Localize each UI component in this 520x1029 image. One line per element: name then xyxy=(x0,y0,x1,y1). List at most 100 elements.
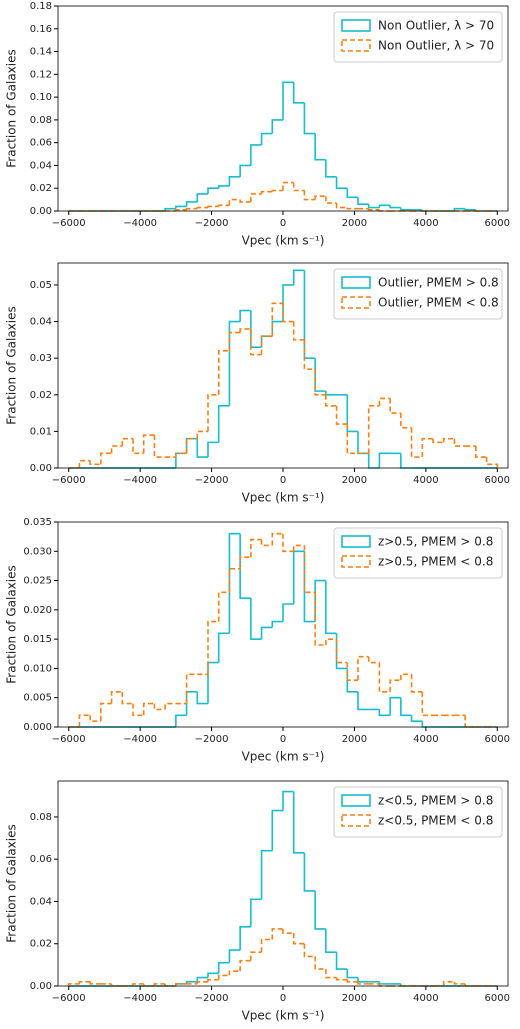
histogram-bin xyxy=(78,714,91,727)
histogram-bin xyxy=(217,591,230,622)
histogram-bin xyxy=(185,691,198,716)
histogram-bin xyxy=(207,978,219,982)
y-tick-label: 0.04 xyxy=(30,317,52,328)
histogram-bin xyxy=(325,391,337,396)
x-tick-label: 2000 xyxy=(342,993,367,1004)
histogram-bin xyxy=(357,197,369,205)
histogram-bin xyxy=(239,328,251,333)
histogram-bin xyxy=(389,696,401,716)
histogram-bin xyxy=(400,697,412,717)
histogram-bin xyxy=(260,132,273,145)
histogram-bin xyxy=(217,204,230,207)
histogram-bin xyxy=(217,974,230,980)
y-tick-label: 0.015 xyxy=(23,634,52,645)
histogram-bin xyxy=(228,176,241,186)
histogram-bin xyxy=(175,452,187,458)
histogram-bin xyxy=(378,204,391,208)
histogram-bin xyxy=(378,397,391,406)
histogram-bin xyxy=(292,269,305,285)
y-axis-label: Fraction of Galaxies xyxy=(5,49,19,168)
histogram-bin xyxy=(282,81,294,120)
histogram-bin xyxy=(314,956,326,970)
histogram-bin xyxy=(196,980,208,984)
y-tick-label: 0.00 xyxy=(30,206,52,217)
histogram-bin xyxy=(453,438,466,447)
histogram-bin xyxy=(217,632,230,663)
histogram-bin xyxy=(207,205,219,208)
histogram-bin xyxy=(185,201,198,207)
x-tick-label: 2000 xyxy=(342,734,367,745)
histogram-bin xyxy=(464,208,476,211)
histogram-bin xyxy=(260,335,273,348)
x-tick-label: −6000 xyxy=(52,734,86,745)
histogram-bin xyxy=(346,394,358,433)
histogram-bin xyxy=(121,691,133,705)
histogram-bin xyxy=(303,551,316,623)
histogram-bin xyxy=(228,970,241,976)
histogram-bin xyxy=(325,159,337,178)
legend-label: Non Outlier, λ > 70 xyxy=(378,19,494,33)
histogram-bin xyxy=(378,709,391,717)
legend-label: z<0.5, PMEM > 0.8 xyxy=(378,794,493,808)
histogram-bin xyxy=(271,119,283,134)
y-tick-label: 0.06 xyxy=(30,854,52,865)
histogram-bin xyxy=(303,102,316,135)
y-tick-label: 0.05 xyxy=(30,280,52,291)
histogram-bin xyxy=(282,603,294,622)
histogram-bin xyxy=(442,980,455,986)
legend-swatch xyxy=(341,39,371,52)
histogram-bin xyxy=(346,969,358,979)
histogram-bin xyxy=(282,533,294,553)
histogram-bin xyxy=(175,714,187,727)
histogram-series xyxy=(68,81,498,212)
histogram-bin xyxy=(250,951,262,961)
histogram-bin xyxy=(378,452,391,468)
histogram-bin xyxy=(303,943,316,958)
histogram-bin xyxy=(346,979,358,983)
x-tick-label: −4000 xyxy=(123,218,157,229)
y-axis-label: Fraction of Galaxies xyxy=(5,565,19,684)
histogram-bin xyxy=(400,413,412,429)
histogram-bin xyxy=(271,620,283,628)
y-tick-label: 0.020 xyxy=(23,605,52,616)
histogram-bin xyxy=(282,181,294,191)
legend-swatch xyxy=(341,794,371,807)
x-tick-label: 0 xyxy=(280,218,286,229)
histogram-bin xyxy=(421,691,433,717)
histogram-bin xyxy=(389,398,401,414)
histogram-bin xyxy=(207,661,219,704)
histogram-bin xyxy=(185,437,198,454)
histogram-bin xyxy=(250,898,262,927)
histogram-bin xyxy=(207,972,219,978)
x-tick-label: −4000 xyxy=(123,993,157,1004)
legend: z<0.5, PMEM > 0.8 z<0.5, PMEM < 0.8 xyxy=(333,786,503,838)
histogram-bin xyxy=(196,206,208,209)
histogram-bin xyxy=(271,809,283,851)
x-tick-label: 4000 xyxy=(413,475,438,486)
legend-label: z>0.5, PMEM > 0.8 xyxy=(378,535,493,549)
x-tick-label: −4000 xyxy=(123,734,157,745)
histogram-bin xyxy=(389,205,401,209)
histogram-bin xyxy=(207,393,219,432)
x-tick-label: −6000 xyxy=(52,218,86,229)
histogram-bin xyxy=(100,702,112,722)
histogram-bin xyxy=(367,404,380,454)
y-tick-label: 0.06 xyxy=(30,138,52,149)
histogram-bin xyxy=(282,790,294,811)
x-tick-label: −2000 xyxy=(195,218,229,229)
y-tick-label: 0.12 xyxy=(30,69,52,80)
x-axis-label: Vpec (km s⁻¹) xyxy=(242,1009,325,1023)
histogram-bin xyxy=(389,679,401,692)
y-tick-label: 0.02 xyxy=(30,183,52,194)
histogram-bin xyxy=(292,82,305,104)
histogram-bin xyxy=(228,331,241,351)
histogram-bin xyxy=(239,556,251,569)
histogram-bin xyxy=(217,350,230,395)
histogram-bin xyxy=(110,445,123,454)
y-tick-label: 0.04 xyxy=(30,160,52,171)
histogram-bin xyxy=(282,284,294,322)
histogram-bin xyxy=(250,598,262,640)
x-axis-label: Vpec (km s⁻¹) xyxy=(242,750,325,764)
legend-label: z>0.5, PMEM < 0.8 xyxy=(378,555,493,569)
histogram-bin xyxy=(228,532,241,634)
